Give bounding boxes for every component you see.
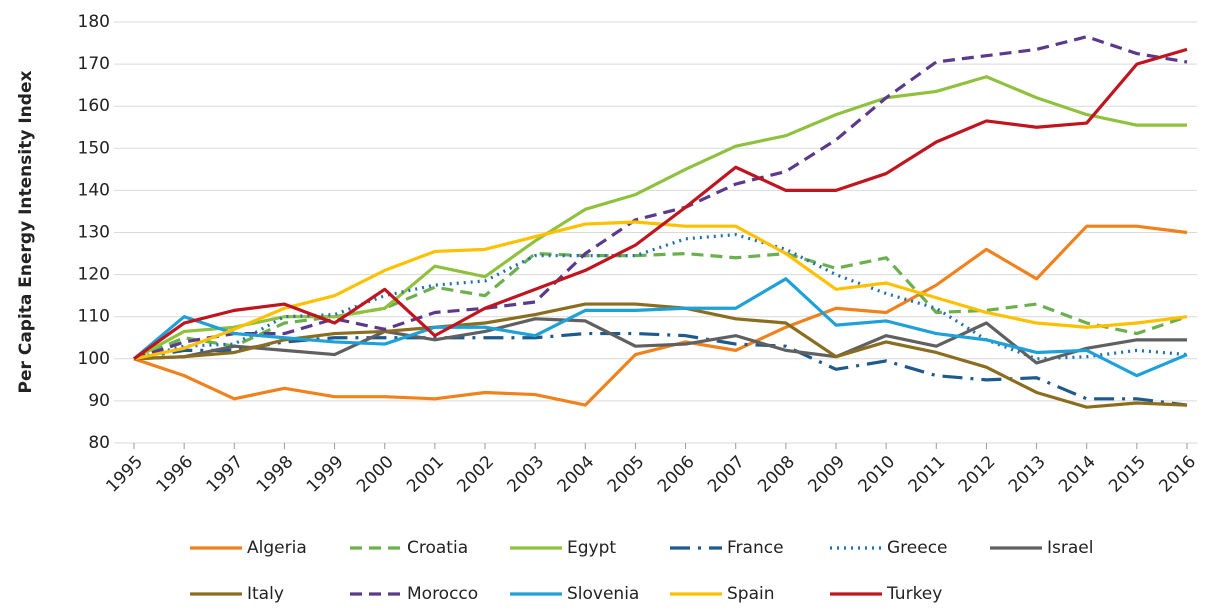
series-line — [133, 220, 1188, 361]
legend-label: Morocco — [407, 584, 478, 604]
legend-label: Israel — [1047, 538, 1093, 558]
x-tick-label: 2009 — [804, 452, 849, 497]
series-line — [133, 233, 1188, 361]
x-tick-label: 2002 — [453, 452, 498, 497]
x-tick-label: 2014 — [1055, 452, 1100, 497]
x-tick-label: 1996 — [152, 452, 197, 497]
x-tick-label: 2011 — [905, 452, 950, 497]
legend-label: Croatia — [407, 538, 468, 558]
x-tick-label: 2013 — [1005, 452, 1050, 497]
y-tick-label: 110 — [78, 307, 110, 327]
x-tick-label: 1999 — [303, 452, 348, 497]
y-tick-label: 80 — [88, 433, 110, 453]
legend-label: France — [727, 538, 784, 558]
x-tick-label: 1998 — [253, 452, 298, 497]
legend-label: Algeria — [247, 538, 307, 558]
y-tick-label: 180 — [78, 12, 110, 32]
legend-label: Turkey — [886, 584, 942, 604]
x-tick-label: 2000 — [353, 452, 398, 497]
y-tick-label: 150 — [78, 138, 110, 158]
legend-label: Italy — [247, 584, 284, 604]
series-line — [133, 35, 1188, 361]
x-tick-label: 2010 — [854, 452, 899, 497]
series-line — [133, 224, 1188, 407]
series-line — [133, 317, 1187, 365]
x-tick-label: 1995 — [102, 452, 147, 497]
x-tick-label: 2012 — [955, 452, 1000, 497]
x-tick-label: 2005 — [604, 452, 649, 497]
y-tick-label: 160 — [78, 96, 110, 116]
series-line — [132, 277, 1188, 378]
legend-label: Egypt — [567, 538, 616, 558]
x-tick-label: 2006 — [654, 452, 699, 497]
x-tick-label: 2001 — [403, 452, 448, 497]
x-tick-label: 2007 — [704, 452, 749, 497]
y-tick-label: 120 — [78, 265, 110, 285]
legend-label: Slovenia — [567, 584, 639, 604]
series-line — [133, 75, 1187, 361]
x-tick-label: 2004 — [554, 452, 599, 497]
y-tick-label: 170 — [78, 54, 110, 74]
series-line — [133, 251, 1188, 361]
legend-label: Greece — [887, 538, 948, 558]
x-tick-label: 2016 — [1155, 452, 1200, 497]
series-line — [133, 47, 1188, 361]
legend-label: Spain — [727, 584, 775, 604]
y-tick-label: 90 — [88, 391, 110, 411]
y-axis-label: Per Capita Energy Intensity Index — [16, 71, 36, 394]
series-line — [133, 302, 1188, 409]
x-tick-label: 1997 — [203, 452, 248, 497]
y-tick-label: 130 — [78, 223, 110, 243]
y-tick-label: 140 — [78, 180, 110, 200]
x-tick-label: 2008 — [754, 452, 799, 497]
x-tick-label: 2015 — [1105, 452, 1150, 497]
x-tick-label: 2003 — [503, 452, 548, 497]
y-tick-label: 100 — [78, 349, 110, 369]
